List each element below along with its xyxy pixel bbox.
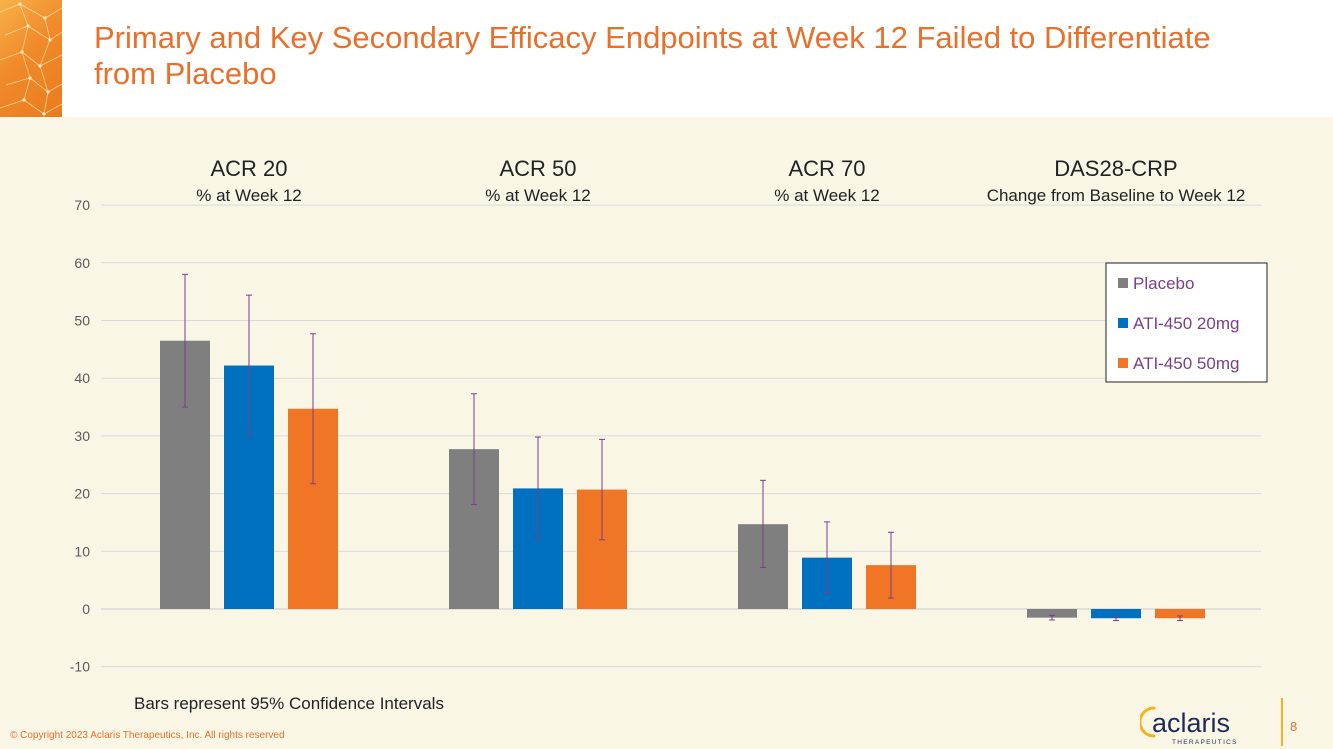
legend-label-placebo: Placebo [1133, 274, 1194, 293]
confidence-interval-footnote: Bars represent 95% Confidence Intervals [134, 694, 444, 713]
y-axis-tick-labels: -10 0 10 20 30 40 50 60 70 [70, 197, 90, 675]
error-bars [182, 273, 1183, 622]
category-title: ACR 20 [210, 156, 287, 181]
bar [1155, 609, 1205, 619]
bar [1091, 609, 1141, 619]
y-tick-label: 0 [82, 601, 90, 617]
y-tick-label: 10 [74, 543, 90, 559]
slide-header: Primary and Key Secondary Efficacy Endpo… [0, 0, 1333, 117]
category-title: DAS28-CRP [1054, 156, 1177, 181]
bars [160, 340, 1205, 619]
y-tick-label: 50 [74, 313, 90, 329]
legend-swatch-ati-50mg [1118, 358, 1128, 368]
legend-frame [1105, 262, 1268, 383]
corner-network-graphic [0, 0, 62, 117]
category-title: ACR 50 [499, 156, 576, 181]
category-subtitle: % at Week 12 [485, 186, 591, 205]
page-number: 8 [1290, 719, 1298, 734]
legend-label-ati-20mg: ATI-450 20mg [1133, 314, 1239, 333]
y-tick-label: 40 [74, 370, 90, 386]
logo-wordmark: aclaris [1152, 708, 1230, 738]
logo-tagline: THERAPEUTICS [1172, 739, 1238, 746]
slide-title: Primary and Key Secondary Efficacy Endpo… [94, 20, 1211, 91]
bar [1027, 609, 1077, 618]
y-tick-label: 70 [74, 197, 90, 213]
y-tick-label: 30 [74, 428, 90, 444]
y-tick-label: 20 [74, 486, 90, 502]
network-pattern-icon [0, 2, 62, 116]
category-subtitle: % at Week 12 [774, 186, 880, 205]
category-subtitle: Change from Baseline to Week 12 [987, 186, 1246, 205]
copyright-notice: © Copyright 2023 Aclaris Therapeutics, I… [10, 730, 285, 741]
y-tick-label: 60 [74, 255, 90, 271]
category-subtitle: % at Week 12 [196, 186, 302, 205]
legend-swatch-placebo [1118, 278, 1128, 288]
legend: Placebo ATI-450 20mg ATI-450 50mg [1105, 262, 1268, 383]
legend-swatch-ati-20mg [1118, 318, 1128, 328]
logo-arc-icon [1140, 706, 1156, 738]
logo-divider [1281, 698, 1283, 746]
gridlines [101, 204, 1261, 668]
aclaris-logo: aclaris THERAPEUTICS [1140, 706, 1238, 746]
category-title: ACR 70 [788, 156, 865, 181]
legend-label-ati-50mg: ATI-450 50mg [1133, 354, 1239, 373]
category-headers: ACR 20 % at Week 12 ACR 50 % at Week 12 ACR … [196, 156, 1245, 205]
y-tick-label: -10 [70, 659, 90, 675]
